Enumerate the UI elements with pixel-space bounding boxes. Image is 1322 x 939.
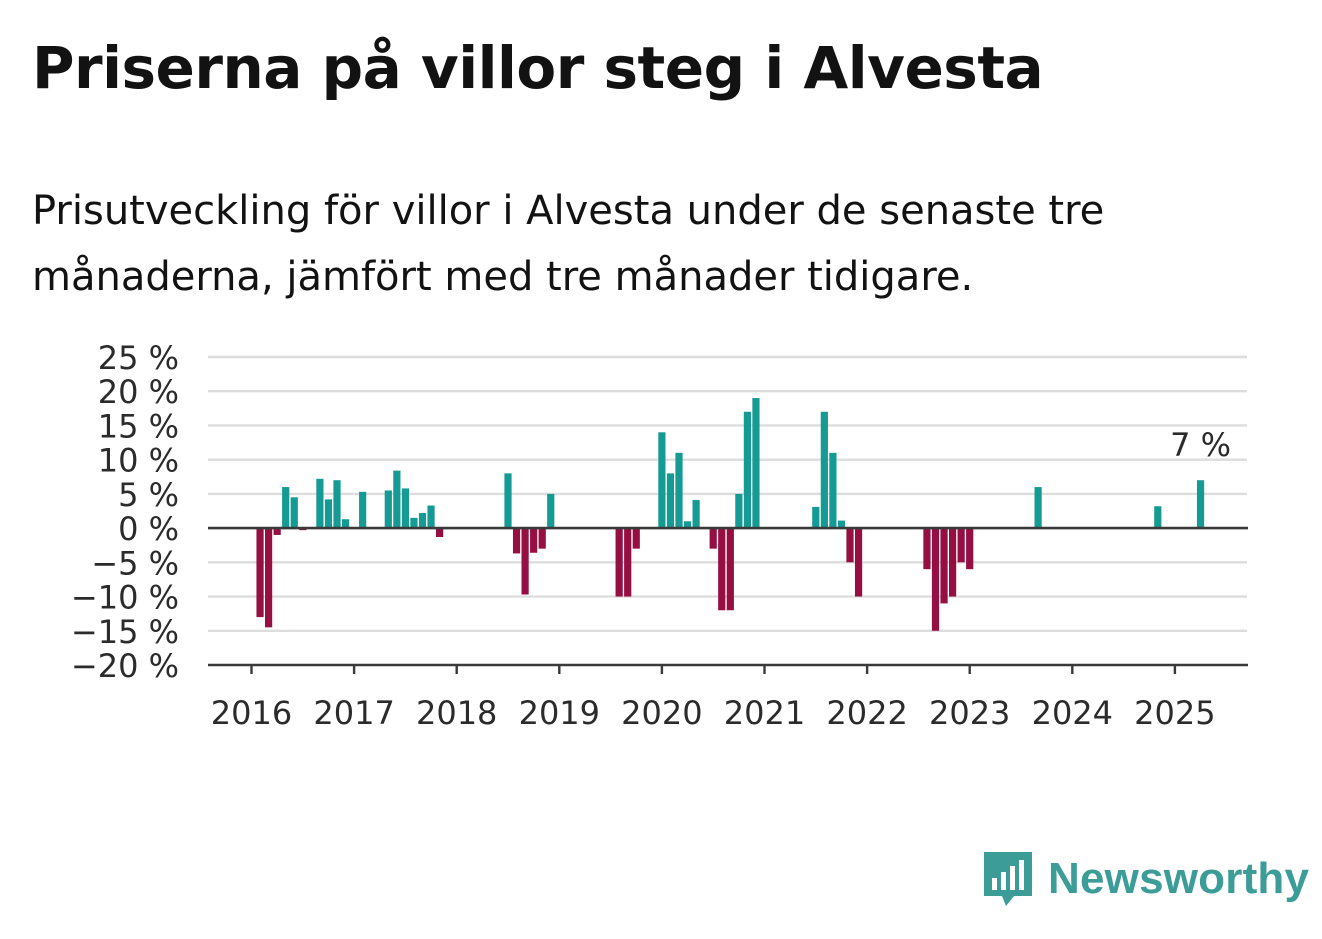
y-tick-label: 10 % (98, 442, 179, 480)
x-tick-label: 2020 (621, 694, 702, 732)
bar (923, 528, 931, 570)
bar (341, 519, 350, 529)
y-tick-label: 5 % (118, 476, 179, 514)
bar (837, 520, 846, 529)
chart-subtitle: Prisutveckling för villor i Alvesta unde… (32, 188, 1105, 300)
y-tick-label: 0 % (118, 510, 179, 548)
y-tick-label: 20 % (98, 373, 179, 411)
bar (1196, 480, 1205, 529)
x-tick-label: 2017 (313, 694, 394, 732)
grid-lines (208, 355, 1247, 632)
bar (940, 528, 948, 604)
x-tick-label: 2016 (211, 694, 292, 732)
x-tick-label: 2025 (1134, 694, 1215, 732)
bar (709, 528, 717, 549)
bar (504, 473, 512, 529)
bar (538, 528, 546, 549)
bar (521, 528, 529, 595)
bar (812, 506, 820, 529)
bar (316, 478, 324, 529)
bar (931, 528, 940, 631)
bar (846, 528, 854, 563)
chart-title: Priserna på villor steg i Alvesta (32, 34, 1044, 102)
annotation-label: 7 % (1170, 426, 1231, 464)
bar (966, 528, 974, 570)
bar (384, 490, 392, 529)
x-tick-label: 2021 (724, 694, 805, 732)
brand-logo: Newsworthy (980, 848, 1309, 910)
bar (743, 411, 751, 529)
bar (675, 452, 683, 529)
bar (427, 505, 435, 529)
x-tick-label: 2019 (519, 694, 600, 732)
x-tick-label: 2024 (1032, 694, 1113, 732)
x-tick-label: 2018 (416, 694, 497, 732)
bar (436, 528, 444, 538)
bar (735, 493, 743, 529)
bar (666, 473, 675, 529)
bars (256, 398, 1205, 631)
bar (949, 528, 957, 597)
bar (512, 528, 521, 554)
bar (290, 497, 298, 529)
bar (273, 528, 281, 535)
bar (393, 470, 401, 529)
bar (658, 432, 666, 529)
bar (632, 528, 640, 549)
bar (692, 500, 700, 529)
bar (1154, 506, 1162, 529)
bar (547, 493, 555, 529)
y-tick-label: −20 % (71, 647, 179, 685)
x-tick-label: 2022 (826, 694, 907, 732)
bar (854, 528, 863, 597)
x-axis-labels: 2016 2017 2018 2019 2020 2021 2022 2023 2024 2025 (211, 665, 1216, 732)
y-axis-labels: 25 %20 %15 %10 %5 %0 %−5 %−10 %−15 %−20 … (71, 339, 179, 685)
brand-name: Newsworthy (1048, 854, 1310, 903)
bar (683, 521, 692, 529)
bar (530, 528, 538, 553)
bar (624, 528, 632, 597)
bar-chart-bubble-icon (984, 852, 1032, 906)
bar (957, 528, 965, 563)
bar (359, 491, 367, 529)
bar (282, 487, 290, 529)
bar (265, 528, 273, 628)
bar (752, 398, 760, 529)
x-tick-label: 2023 (929, 694, 1010, 732)
bar (256, 528, 264, 618)
bar (418, 513, 427, 529)
bar (401, 488, 409, 529)
y-tick-label: −5 % (91, 544, 179, 582)
bar (820, 411, 828, 529)
bar (1034, 487, 1042, 529)
bar (726, 528, 734, 611)
bar (615, 528, 623, 597)
y-tick-label: −15 % (71, 613, 179, 651)
bar (333, 480, 341, 529)
y-tick-label: 25 % (98, 339, 179, 377)
y-tick-label: 15 % (98, 407, 179, 445)
axes (208, 526, 1248, 667)
annotations: 7 % (1170, 426, 1231, 464)
y-tick-label: −10 % (71, 579, 179, 617)
bar (718, 528, 726, 611)
bar (410, 517, 418, 529)
bar (829, 452, 837, 529)
bar (324, 499, 333, 529)
